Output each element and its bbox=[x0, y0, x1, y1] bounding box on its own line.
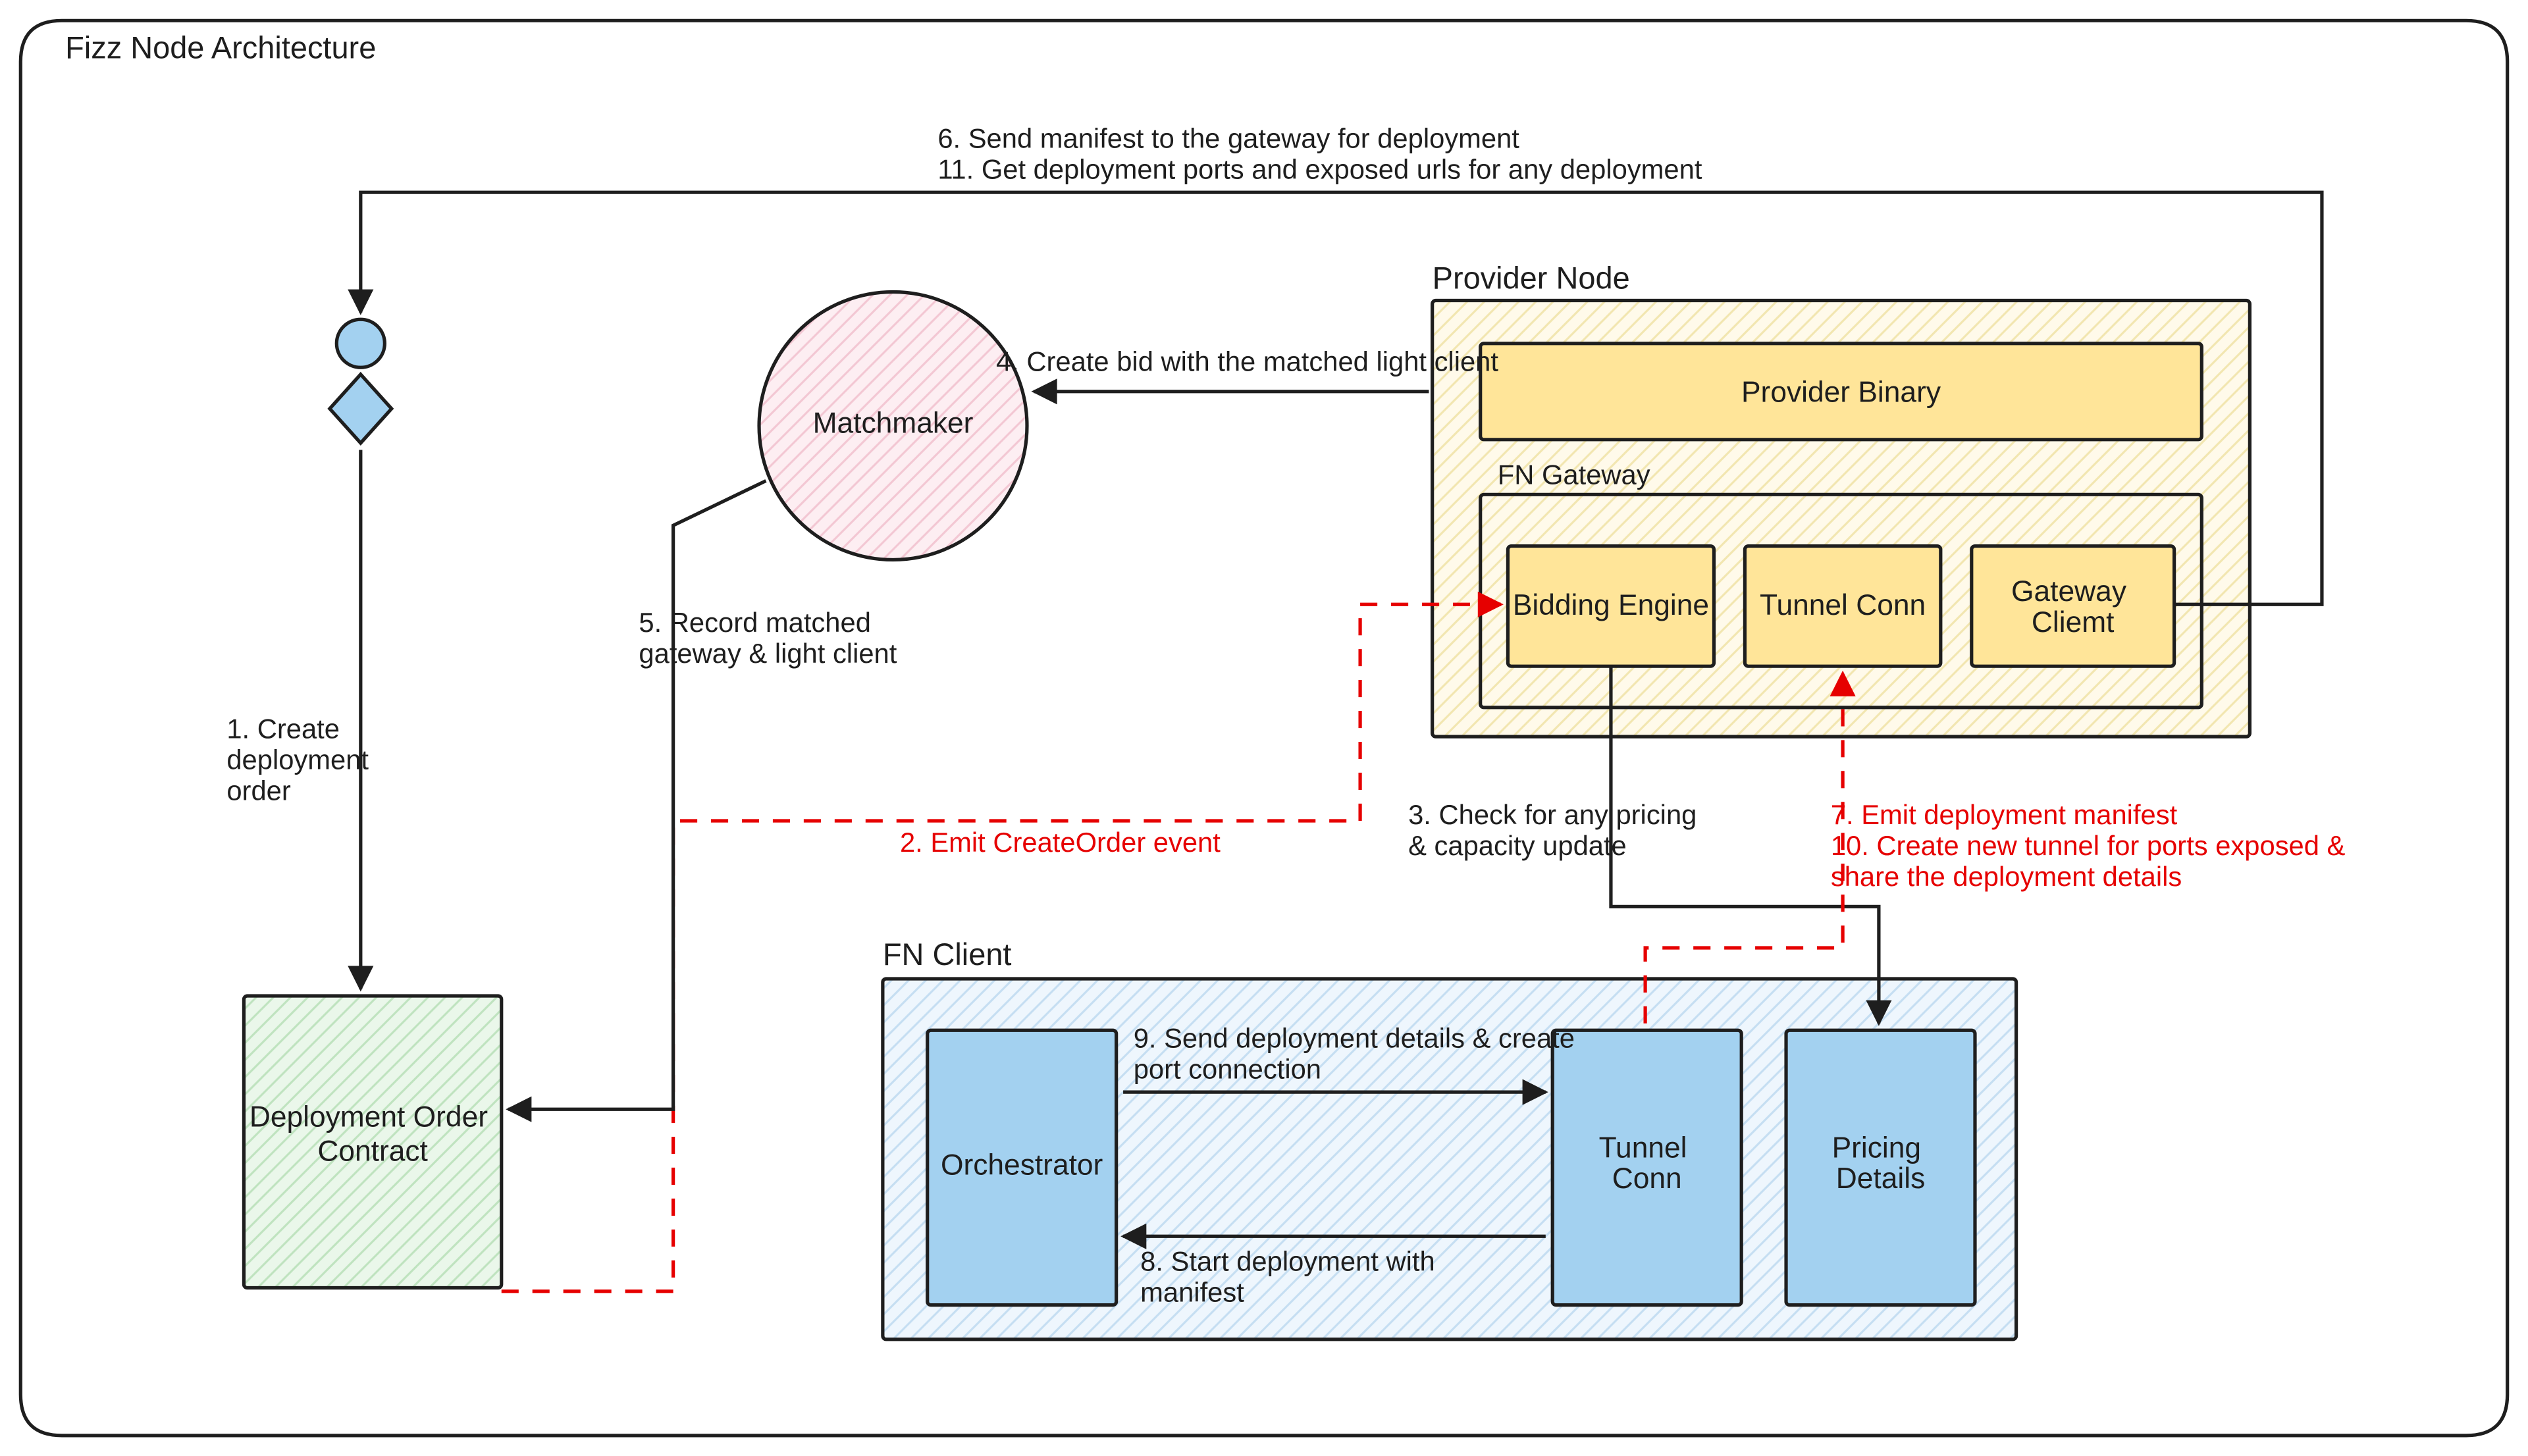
diagram-title: Fizz Node Architecture bbox=[65, 30, 376, 65]
bidding-engine-label: Bidding Engine bbox=[1513, 589, 1709, 621]
edge-3-label: 3. Check for any pricing & capacity upda… bbox=[1408, 799, 1704, 861]
edge-7-10-label: 7. Emit deployment manifest 10. Create n… bbox=[1831, 799, 2353, 892]
fn-client-title: FN Client bbox=[883, 937, 1012, 972]
orchestrator-label: Orchestrator bbox=[941, 1149, 1103, 1181]
edge-5-label: 5. Record matched gateway & light client bbox=[639, 607, 897, 669]
fn-gateway-title: FN Gateway bbox=[1498, 459, 1650, 490]
edge-1-label: 1. Create deployment order bbox=[226, 714, 376, 806]
diagram-canvas: Fizz Node Architecture Matchmaker Deploy… bbox=[0, 0, 2528, 1456]
provider-node-title: Provider Node bbox=[1433, 260, 1630, 295]
provider-binary-label: Provider Binary bbox=[1741, 376, 1941, 408]
edge-2-label: 2. Emit CreateOrder event bbox=[900, 827, 1221, 858]
edge-4-label: 4. Create bid with the matched light cli… bbox=[996, 346, 1498, 377]
actor-node bbox=[330, 319, 392, 443]
edge-6-11-label: 6. Send manifest to the gateway for depl… bbox=[937, 122, 1702, 184]
pricing-details-label: Pricing Details bbox=[1832, 1131, 1930, 1195]
tunnel-conn-fn-label: Tunnel Conn bbox=[1599, 1131, 1695, 1195]
matchmaker-label: Matchmaker bbox=[813, 407, 974, 439]
edge-5 bbox=[508, 481, 766, 1109]
tunnel-conn-gw-label: Tunnel Conn bbox=[1760, 589, 1926, 621]
